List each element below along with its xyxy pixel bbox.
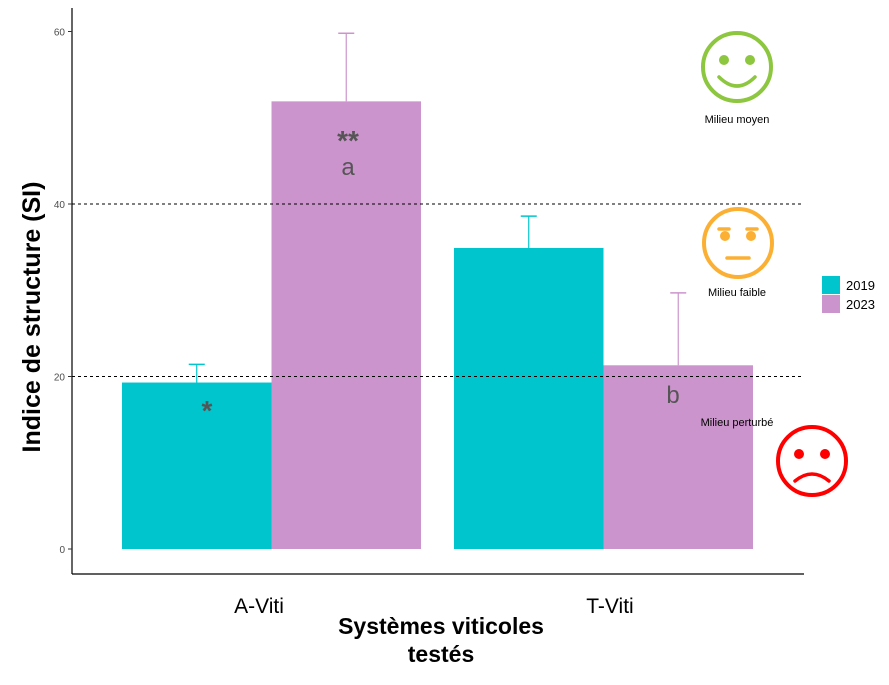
zone-label: Milieu faible [708,287,766,299]
mouth [717,75,757,88]
x-tick-label: T-Viti [586,595,633,618]
y-tick-label: 20 [54,373,66,384]
bar-label: b [666,382,679,409]
face-outline [776,425,848,497]
y-tick-label: 0 [59,545,65,556]
legend-swatch-2019 [822,276,840,294]
mouth [793,472,831,483]
bar-A-Viti-2023 [271,101,421,550]
bar-T-Viti-2023 [603,365,753,549]
smiling-face-icon [701,31,773,103]
eye [719,55,729,65]
bar-A-Viti-2019 [122,382,272,549]
zone-label: Milieu moyen [705,114,770,126]
face-outline [702,207,774,279]
x-axis-title: Systèmes viticoles [338,613,544,639]
sad-face-icon [776,425,848,497]
eye [794,449,804,459]
x-axis-title: testés [408,641,474,667]
eye [746,231,756,241]
eye [745,55,755,65]
bar-label: a [341,154,355,181]
y-tick-label: 40 [54,200,66,211]
legend-swatch-2023 [822,295,840,313]
face-outline [701,31,773,103]
legend-label: 2023 [846,297,875,312]
eye [820,449,830,459]
bar-label: ** [337,125,359,156]
neutral-face-icon [702,207,774,279]
legend-label: 2019 [846,278,875,293]
bar-label: * [202,395,213,426]
eye [720,231,730,241]
y-axis-title: Indice de structure (SI) [18,182,46,453]
bar-T-Viti-2019 [454,247,604,550]
zone-label: Milieu perturbé [701,417,774,429]
y-tick-label: 60 [54,28,66,39]
x-tick-label: A-Viti [234,595,284,618]
